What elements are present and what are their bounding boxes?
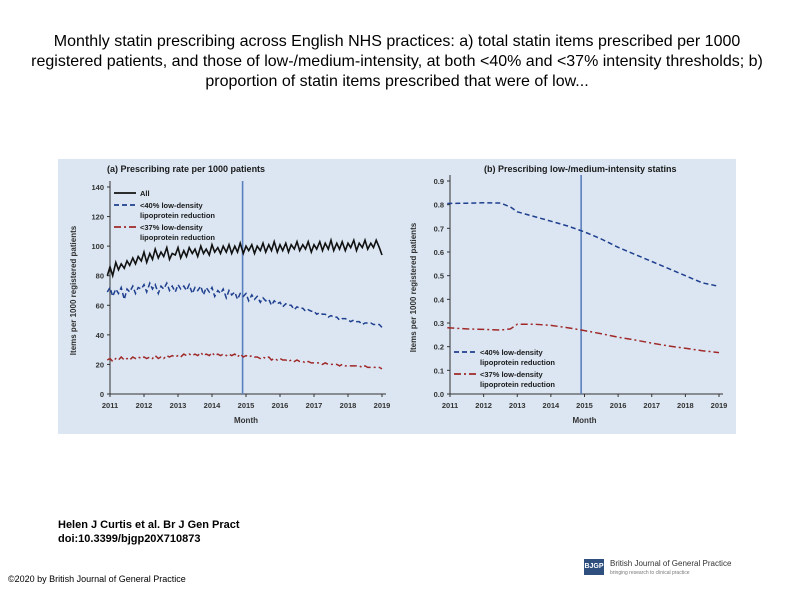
x-tick-label-b-8: 2019 bbox=[711, 401, 728, 410]
x-tick-label-b-6: 2017 bbox=[643, 401, 660, 410]
legend-label-b-1: <37% low-density lipoprotein reduction bbox=[480, 370, 555, 389]
journal-logo-name: British Journal of General Practice bbox=[610, 559, 732, 568]
y-axis-label-a: Items per 1000 registered patients bbox=[69, 225, 78, 355]
x-tick-label-b-5: 2016 bbox=[610, 401, 627, 410]
chart-title-a: (a) Prescribing rate per 1000 patients bbox=[107, 164, 265, 174]
series-line-a-1 bbox=[106, 281, 383, 329]
x-tick-label-b-4: 2015 bbox=[576, 401, 593, 410]
journal-logo: BJGP British Journal of General Practice… bbox=[584, 558, 734, 580]
y-tick-label-b-3: 0.3 bbox=[434, 319, 444, 328]
y-tick-label-a-2: 40 bbox=[96, 331, 104, 340]
journal-logo-tagline: bringing research to clinical practice bbox=[610, 570, 690, 576]
chart-panel-b: (b) Prescribing low-/medium-intensity st… bbox=[409, 164, 727, 425]
series-line-a-0 bbox=[106, 237, 383, 279]
legend-label-b-0: <40% low-density lipoprotein reduction bbox=[480, 348, 555, 367]
figure-svg: (a) Prescribing rate per 1000 patients 0 2… bbox=[69, 164, 727, 425]
y-tick-label-b-0: 0.0 bbox=[434, 390, 444, 399]
y-tick-label-a-5: 100 bbox=[91, 242, 104, 251]
y-tick-label-a-0: 0 bbox=[100, 390, 104, 399]
y-tick-label-a-4: 80 bbox=[96, 272, 104, 281]
y-tick-label-b-8: 0.8 bbox=[434, 201, 444, 210]
y-tick-label-b-9: 0.9 bbox=[434, 177, 444, 186]
series-line-b-1 bbox=[447, 323, 720, 354]
y-tick-label-b-2: 0.2 bbox=[434, 343, 444, 352]
y-tick-label-a-3: 60 bbox=[96, 301, 104, 310]
x-tick-label-b-2: 2013 bbox=[509, 401, 526, 410]
x-tick-label-a-4: 2015 bbox=[238, 401, 255, 410]
series-line-b-0 bbox=[447, 202, 720, 288]
x-tick-label-a-1: 2012 bbox=[136, 401, 153, 410]
x-tick-label-a-2: 2013 bbox=[170, 401, 187, 410]
x-axis-label-a: Month bbox=[234, 416, 258, 425]
citation-authors: Helen J Curtis et al. Br J Gen Pract bbox=[58, 519, 240, 531]
slide-title: Monthly statin prescribing across Englis… bbox=[31, 33, 763, 90]
series-line-a-2 bbox=[106, 351, 383, 370]
x-tick-label-a-0: 2011 bbox=[102, 401, 118, 410]
y-axis-label-b: Items per 1000 registered patients bbox=[409, 222, 418, 352]
journal-logo-mark: BJGP bbox=[584, 559, 604, 575]
y-tick-label-b-7: 0.7 bbox=[434, 224, 444, 233]
citation-doi: doi:10.3399/bjgp20X710873 bbox=[58, 533, 201, 545]
figure-panel: (a) Prescribing rate per 1000 patients 0 2… bbox=[58, 159, 736, 434]
x-tick-label-a-8: 2019 bbox=[374, 401, 391, 410]
y-tick-label-b-1: 0.1 bbox=[434, 366, 444, 375]
chart-panel-a: (a) Prescribing rate per 1000 patients 0 2… bbox=[69, 164, 390, 425]
y-tick-label-a-7: 140 bbox=[91, 183, 104, 192]
x-tick-label-b-1: 2012 bbox=[475, 401, 492, 410]
x-tick-label-a-6: 2017 bbox=[306, 401, 323, 410]
citation: Helen J Curtis et al. Br J Gen Pract doi… bbox=[58, 518, 240, 546]
y-tick-label-a-1: 20 bbox=[96, 360, 104, 369]
y-tick-label-a-6: 120 bbox=[91, 213, 104, 222]
copyright-notice: ©2020 by British Journal of General Prac… bbox=[8, 574, 186, 584]
x-tick-label-a-3: 2014 bbox=[204, 401, 222, 410]
x-tick-label-b-0: 2011 bbox=[442, 401, 458, 410]
legend-label-a-0: All bbox=[140, 189, 150, 198]
x-tick-label-a-7: 2018 bbox=[340, 401, 357, 410]
x-tick-label-b-7: 2018 bbox=[677, 401, 694, 410]
x-tick-label-b-3: 2014 bbox=[543, 401, 561, 410]
x-axis-label-b: Month bbox=[573, 416, 597, 425]
chart-title-b: (b) Prescribing low-/medium-intensity st… bbox=[484, 164, 677, 174]
x-tick-label-a-5: 2016 bbox=[272, 401, 289, 410]
y-tick-label-b-5: 0.5 bbox=[434, 272, 444, 281]
y-tick-label-b-4: 0.4 bbox=[434, 295, 445, 304]
legend-label-a-1: <40% low-density lipoprotein reduction bbox=[140, 201, 215, 220]
legend-label-a-2: <37% low-density lipoprotein reduction bbox=[140, 223, 215, 242]
y-tick-label-b-6: 0.6 bbox=[434, 248, 444, 257]
